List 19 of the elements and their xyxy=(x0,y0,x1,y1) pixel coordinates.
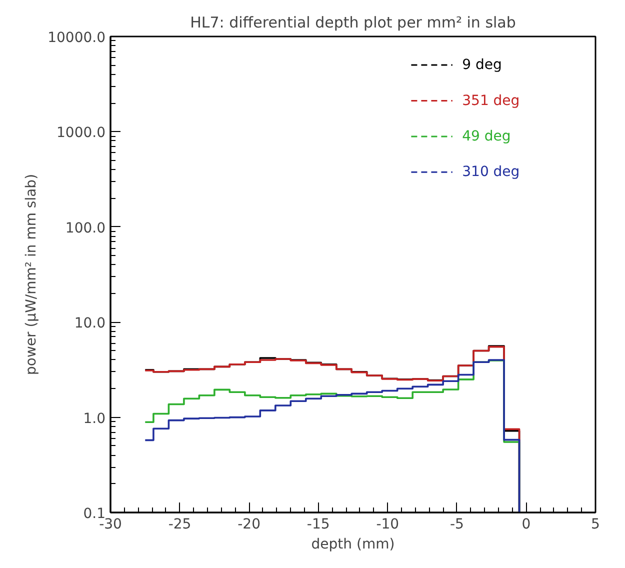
x-axis-title: depth (mm) xyxy=(311,536,395,552)
x-tick-label: -25 xyxy=(168,516,192,532)
legend-label: 49 deg xyxy=(462,128,511,144)
legend-label: 310 deg xyxy=(462,164,520,180)
legend-label: 351 deg xyxy=(462,92,520,109)
y-tick-label: 1000.0 xyxy=(56,125,106,142)
y-axis-title: power (μW/mm² in mm slab) xyxy=(24,174,40,376)
y-tick-label: 1.0 xyxy=(83,410,106,427)
y-tick-label: 10000.0 xyxy=(48,30,106,46)
y-tick-label: 10.0 xyxy=(74,316,106,332)
x-tick-label: 5 xyxy=(591,516,600,532)
x-tick-label: -5 xyxy=(450,516,464,532)
x-tick-label: -20 xyxy=(238,516,261,532)
x-tick-label: 0 xyxy=(522,516,531,532)
y-tick-label: 100.0 xyxy=(65,220,106,236)
x-tick-label: -10 xyxy=(376,516,400,532)
chart-title: HL7: differential depth plot per mm² in slab xyxy=(190,14,516,32)
x-tick-label: -15 xyxy=(306,516,330,532)
legend-label: 9 deg xyxy=(462,57,502,74)
